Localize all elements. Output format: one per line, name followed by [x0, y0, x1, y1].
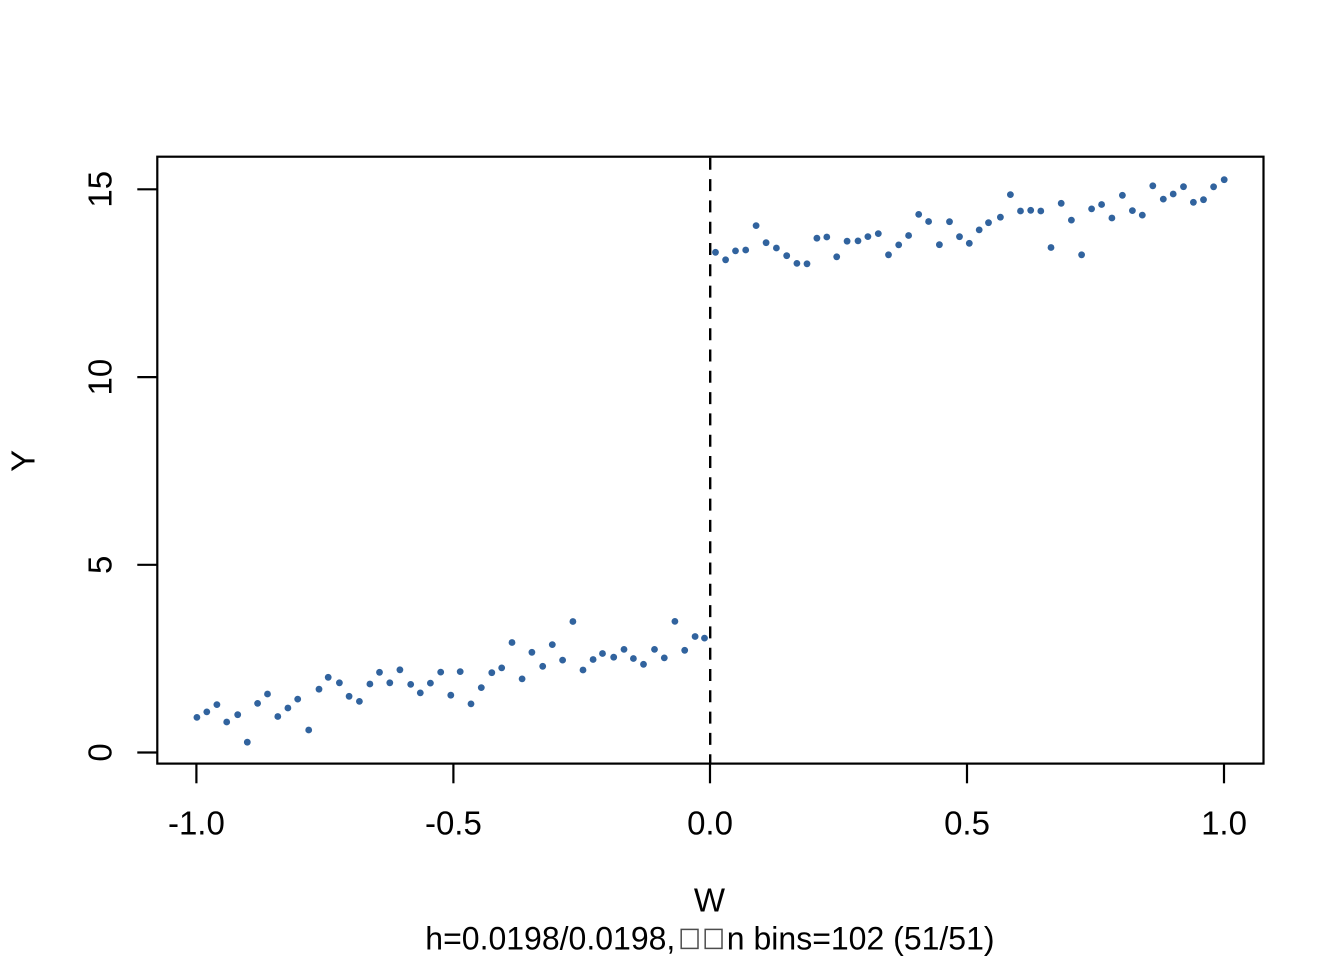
svg-text:1.0: 1.0	[1201, 805, 1247, 842]
svg-text:0: 0	[81, 743, 118, 761]
svg-text:15: 15	[81, 171, 118, 208]
svg-text:-1.0: -1.0	[168, 805, 225, 842]
svg-text:n bins=102 (51/51): n bins=102 (51/51)	[727, 921, 995, 957]
svg-text:0.0: 0.0	[687, 805, 733, 842]
svg-text:-0.5: -0.5	[425, 805, 482, 842]
svg-text:0.5: 0.5	[944, 805, 990, 842]
svg-text:h=0.0198/0.0198,: h=0.0198/0.0198,	[425, 921, 675, 957]
svg-text:5: 5	[81, 556, 118, 574]
svg-text:W: W	[694, 882, 726, 919]
svg-text:10: 10	[81, 359, 118, 396]
svg-text:Y: Y	[5, 450, 42, 472]
